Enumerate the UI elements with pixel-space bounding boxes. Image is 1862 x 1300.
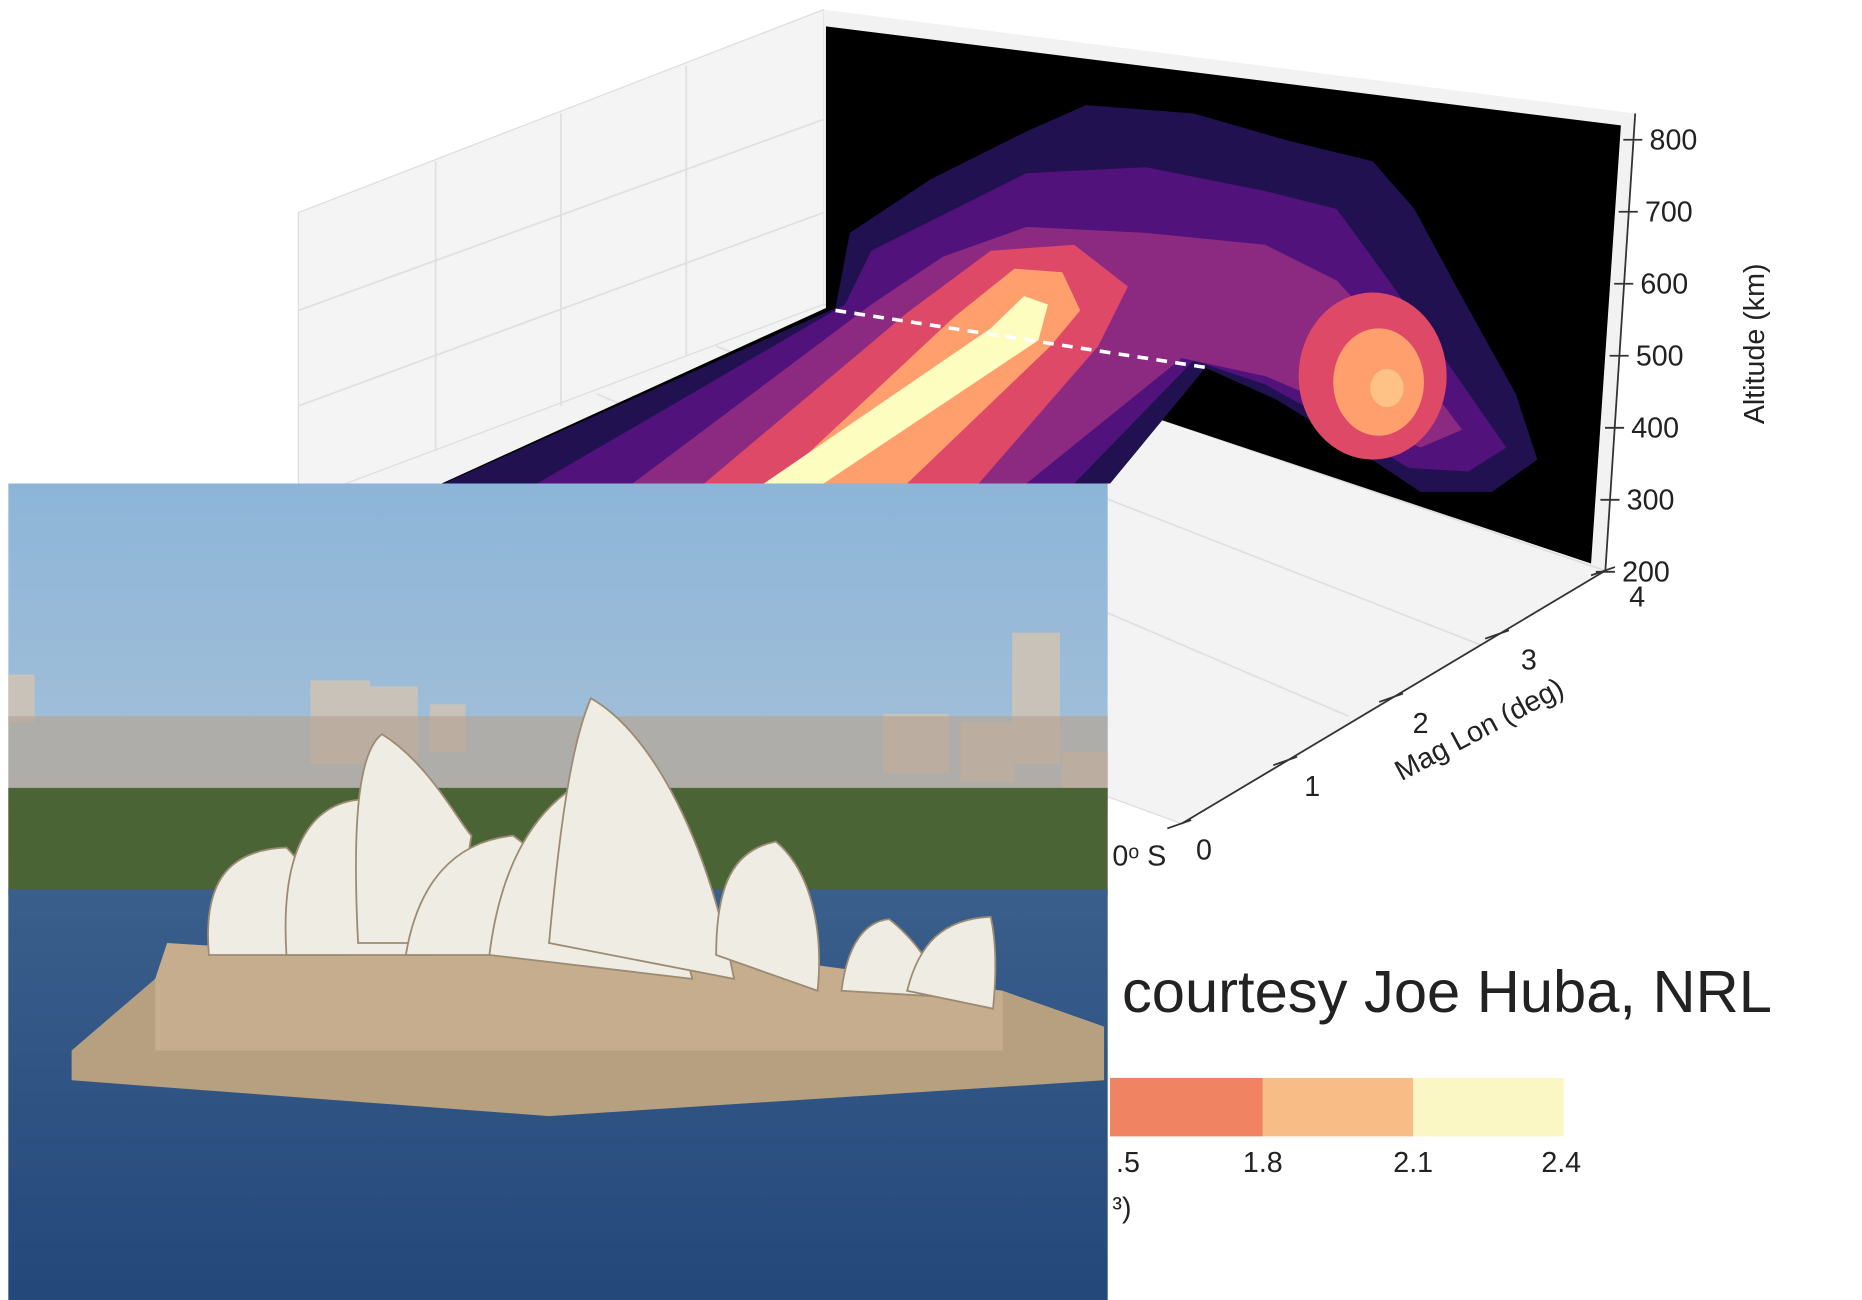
tick-label: 700 [1645, 196, 1693, 228]
heat-layer [1370, 369, 1403, 407]
tick-label: 4 [1629, 581, 1645, 613]
tick-label: 500 [1636, 340, 1684, 372]
tick-label: 800 [1650, 124, 1698, 156]
colorbar-label: ³) [1112, 1193, 1131, 1225]
tick-label: 2 [1413, 708, 1429, 740]
colorbar-segment [1263, 1078, 1413, 1136]
tick-label: 400 [1631, 412, 1679, 444]
lat-tick: 0ᵒ S [1112, 840, 1166, 872]
colorbar: .5 1.8 2.1 2.4 ³) [1110, 1078, 1581, 1225]
colorbar-segment [1413, 1078, 1563, 1136]
tick-label: 1.8 [1243, 1147, 1283, 1179]
colorbar-ticks: .5 1.8 2.1 2.4 [1116, 1147, 1581, 1179]
tick-label: 0 [1196, 834, 1212, 866]
credit: courtesy Joe Huba, NRL [1122, 958, 1772, 1025]
tick-label: 2.4 [1541, 1147, 1581, 1179]
tick-label: 600 [1640, 268, 1688, 300]
slide: 800700600500400300200 01234 Altitude (km… [0, 0, 1862, 1300]
tick-label: 1 [1304, 771, 1320, 803]
tick-label: 3 [1521, 645, 1537, 677]
altitude-label: Altitude (km) [1739, 264, 1771, 425]
tick-label: 2.1 [1393, 1147, 1433, 1179]
tick-label: 300 [1627, 484, 1675, 516]
photo [8, 483, 1107, 1300]
page: 800700600500400300200 01234 Altitude (km… [0, 0, 1862, 1300]
colorbar-segment [1110, 1078, 1263, 1136]
tick-label: .5 [1116, 1147, 1140, 1179]
